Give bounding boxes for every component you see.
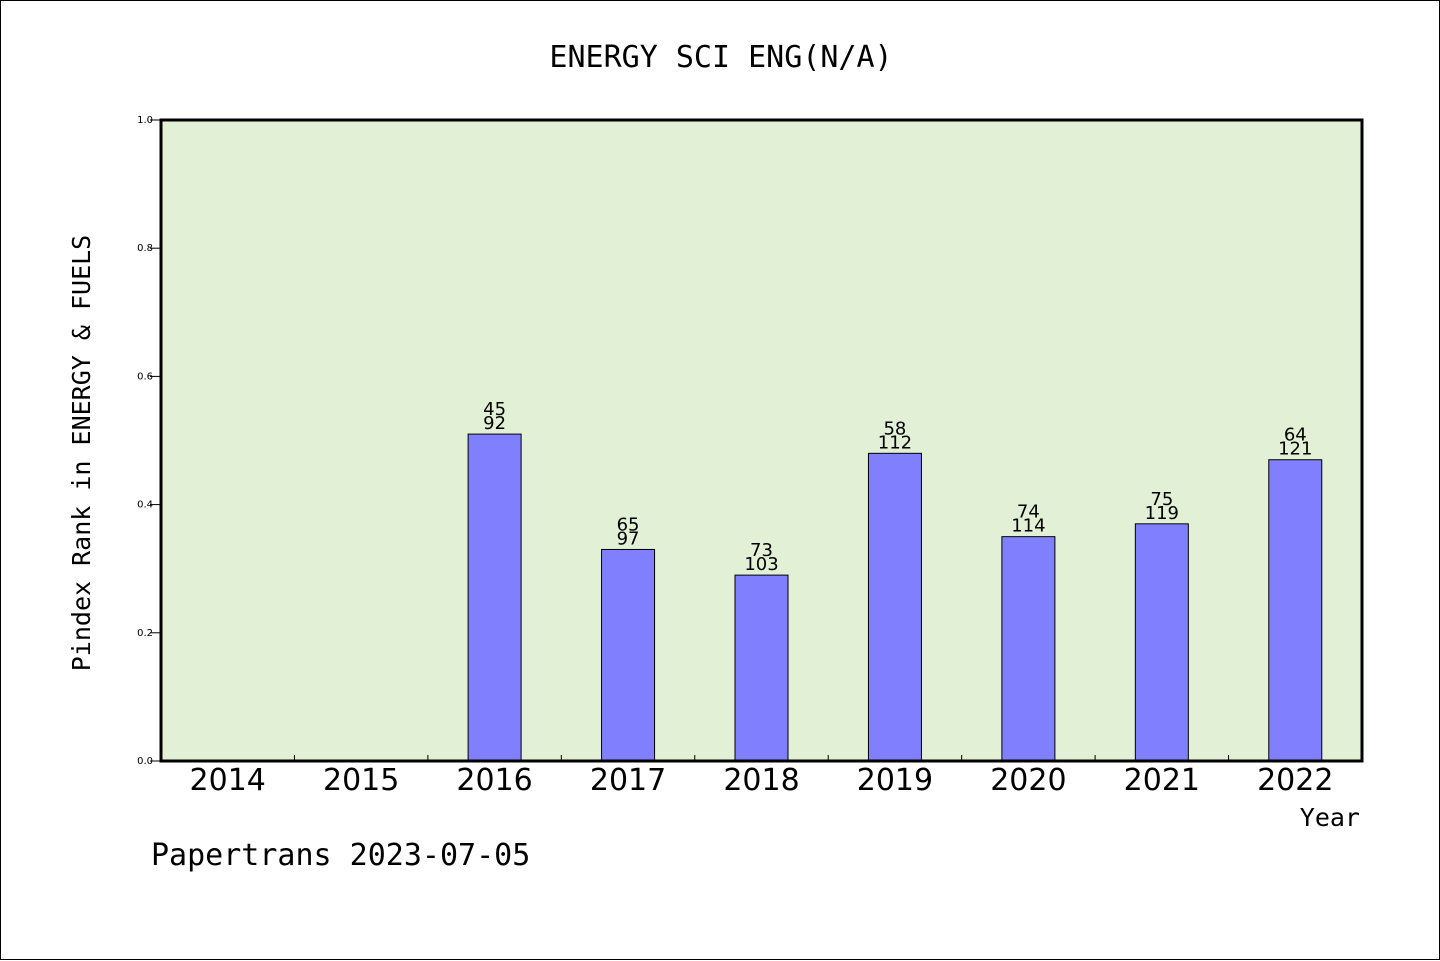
- y-tick-label: 0.8: [137, 243, 153, 254]
- bar: [1134, 523, 1189, 762]
- bar-label-bottom: 92: [483, 413, 506, 434]
- x-tick-label: 2020: [990, 763, 1066, 798]
- x-tick-label: 2014: [190, 763, 266, 798]
- x-tick-label: 2021: [1124, 763, 1200, 798]
- bar-label-bottom: 103: [744, 554, 778, 575]
- bar-label-bottom: 121: [1278, 439, 1312, 460]
- x-tick-label: 2022: [1257, 763, 1333, 798]
- bar-label-top: 45: [483, 399, 506, 420]
- y-axis-ticks: 0.0 0.2 0.4 0.6 0.8 1.0: [137, 115, 161, 767]
- bar-label-top: 64: [1284, 425, 1307, 446]
- y-tick-label: 0.2: [137, 628, 153, 639]
- bar-label-top: 73: [750, 540, 773, 561]
- y-tick-label: 0.6: [137, 371, 153, 382]
- bar: [867, 452, 922, 762]
- x-axis-ticks: 2014 2015 2016 2017 2018 2019 2020 2021 2022: [190, 755, 1333, 798]
- bar: [1268, 459, 1323, 762]
- x-tick-label: 2016: [456, 763, 532, 798]
- bar-label-top: 74: [1017, 502, 1040, 523]
- bar-label-top: 65: [617, 514, 640, 535]
- chart-title: ENERGY SCI ENG(N/A): [549, 40, 892, 75]
- bar: [601, 548, 656, 762]
- y-tick-label: 1.0: [137, 115, 153, 126]
- y-tick-label: 0.0: [137, 756, 153, 767]
- bar: [734, 574, 789, 762]
- bar-label-top: 75: [1150, 489, 1173, 510]
- bar-label-top: 58: [883, 418, 906, 439]
- y-tick-label: 0.4: [137, 500, 153, 511]
- x-axis-label: Year: [1300, 803, 1360, 832]
- bars: [467, 433, 1323, 762]
- x-tick-label: 2015: [323, 763, 399, 798]
- bar-label-bottom: 112: [878, 432, 912, 453]
- bar-label-bottom: 97: [617, 528, 640, 549]
- bar: [1001, 536, 1056, 762]
- plot-border: [159, 118, 1364, 763]
- x-tick-label: 2018: [723, 763, 799, 798]
- x-tick-label: 2019: [857, 763, 933, 798]
- bar: [467, 433, 522, 762]
- x-tick-label: 2017: [590, 763, 666, 798]
- y-axis-label: Pindex Rank in ENERGY & FUELS: [67, 235, 96, 672]
- bar-label-bottom: 119: [1145, 503, 1179, 524]
- bar-label-bottom: 114: [1011, 516, 1045, 537]
- footer-credit: Papertrans 2023-07-05: [151, 838, 530, 873]
